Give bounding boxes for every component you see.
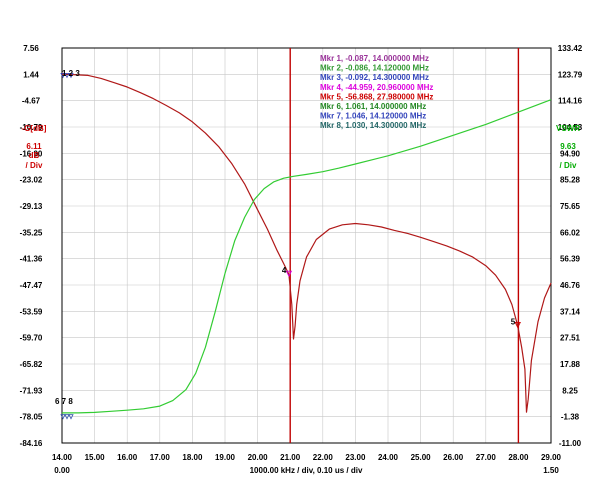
right-tick-label: 94.90 (560, 149, 581, 158)
left-axis-label-3: dB (29, 151, 40, 160)
right-tick-label: 123.79 (558, 70, 583, 79)
left-tick-label: -41.36 (20, 255, 43, 264)
x-tick-label: 16.00 (117, 453, 138, 462)
left-tick-label: -23.02 (20, 176, 43, 185)
marker-point-label: 5 (511, 317, 516, 326)
legend-entry: Mkr 2, -0.086, 14.120000 MHz (320, 64, 429, 73)
marker-point[interactable] (514, 322, 521, 329)
legend-entry: Mkr 8, 1.030, 14.300000 MHz (320, 121, 426, 130)
plot-frame (61, 47, 552, 444)
left-tick-label: -84.16 (20, 439, 43, 448)
x-tick-label: 15.00 (85, 453, 106, 462)
start-marker-glyph (60, 72, 66, 79)
right-tick-label: 8.25 (562, 386, 578, 395)
start-marker-glyph (64, 72, 70, 79)
start-marker-glyph (68, 414, 74, 420)
vswr-trace (62, 99, 552, 414)
start-marker-glyph (64, 414, 70, 420)
right-tick-label: 114.16 (558, 97, 583, 106)
x-tick-label: 22.00 (313, 453, 334, 462)
x-tick-label: 28.00 (508, 453, 529, 462)
start-marker-glyph (60, 414, 66, 420)
marker-points: 45 (60, 72, 521, 420)
left-tick-label: -29.13 (20, 202, 43, 211)
grid (62, 48, 551, 443)
right-axis-label-1: VSWR (556, 124, 580, 133)
left-tick-label: -71.93 (20, 386, 43, 395)
gain-trace (61, 73, 552, 413)
right-tick-label: 56.39 (560, 255, 581, 264)
x-tick-label: 27.00 (476, 453, 497, 462)
legend-entry: Mkr 5, -56.868, 27.980000 MHz (320, 92, 433, 101)
left-tick-label: 1.44 (23, 70, 39, 79)
left-tick-label: -53.59 (20, 307, 43, 316)
vertical-marker-lines (289, 48, 520, 443)
right-tick-label: 27.51 (560, 334, 581, 343)
right-tick-label: -1.38 (561, 413, 580, 422)
x-end-label: 1.50 (543, 466, 559, 475)
right-tick-label: 46.76 (560, 281, 581, 290)
x-tick-label: 29.00 (541, 453, 562, 462)
legend-entry: Mkr 3, -0.092, 14.300000 MHz (320, 73, 429, 82)
left-tick-label: -65.82 (20, 360, 43, 369)
x-scale-label: 1000.00 kHz / div, 0.10 us / div (250, 466, 363, 475)
right-tick-label: 66.02 (560, 228, 581, 237)
right-tick-label: 85.28 (560, 176, 581, 185)
legend-entry: Mkr 1, -0.087, 14.000000 MHz (320, 54, 429, 63)
x-tick-label: 25.00 (411, 453, 432, 462)
right-axis-label-3: / Div (560, 161, 577, 170)
x-tick-label: 23.00 (345, 453, 366, 462)
right-tick-label: 133.42 (558, 44, 583, 53)
x-tick-label: 26.00 (443, 453, 464, 462)
legend-entry: Mkr 7, 1.046, 14.120000 MHz (320, 112, 426, 121)
left-axis-label-2: 6.11 (26, 142, 42, 151)
start-marker-glyph (68, 72, 74, 79)
legend-entry: Mkr 4, -44.959, 20.960000 MHz (320, 83, 433, 92)
left-tick-label: -4.67 (22, 97, 41, 106)
marker-point[interactable] (285, 270, 293, 278)
right-tick-label: 37.14 (560, 307, 581, 316)
left-tick-label: -59.70 (20, 334, 43, 343)
right-axis-label-2: 9.63 (560, 142, 576, 151)
marker-point-label: 4 (282, 266, 287, 275)
x-tick-label: 20.00 (248, 453, 269, 462)
left-tick-label: -35.25 (20, 228, 43, 237)
left-tick-label: 7.56 (23, 44, 39, 53)
right-tick-label: 75.65 (560, 202, 581, 211)
left-tick-label: -78.05 (20, 413, 43, 422)
right-tick-label: 104.53 (558, 123, 583, 132)
right-tick-label: 17.88 (560, 360, 581, 369)
x-tick-label: 17.00 (150, 453, 171, 462)
left-tick-label: -47.47 (20, 281, 43, 290)
x-tick-label: 21.00 (280, 453, 301, 462)
left-axis-label-4: / Div (26, 161, 43, 170)
x-tick-label: 14.00 (52, 453, 73, 462)
x-tick-label: 19.00 (215, 453, 236, 462)
left-tick-label: -16.90 (20, 149, 43, 158)
x-tick-label: 18.00 (182, 453, 203, 462)
data-series (61, 73, 552, 414)
start-markers-bottom-label: 6 7 8 (55, 397, 73, 406)
left-tick-label: -10.79 (20, 123, 43, 132)
start-markers-top-label: 1 2 3 (62, 69, 80, 78)
right-tick-label: -11.00 (559, 439, 582, 448)
x-start-label: 0.00 (54, 466, 70, 475)
x-tick-label: 24.00 (378, 453, 399, 462)
legend-entry: Mkr 6, 1.061, 14.000000 MHz (320, 102, 426, 111)
tick-labels: 14.00 15.00 16.00 17.00 18.00 19.00 20.00 21.00… (20, 44, 583, 462)
left-axis-label-1: -G[dB] (22, 124, 47, 133)
